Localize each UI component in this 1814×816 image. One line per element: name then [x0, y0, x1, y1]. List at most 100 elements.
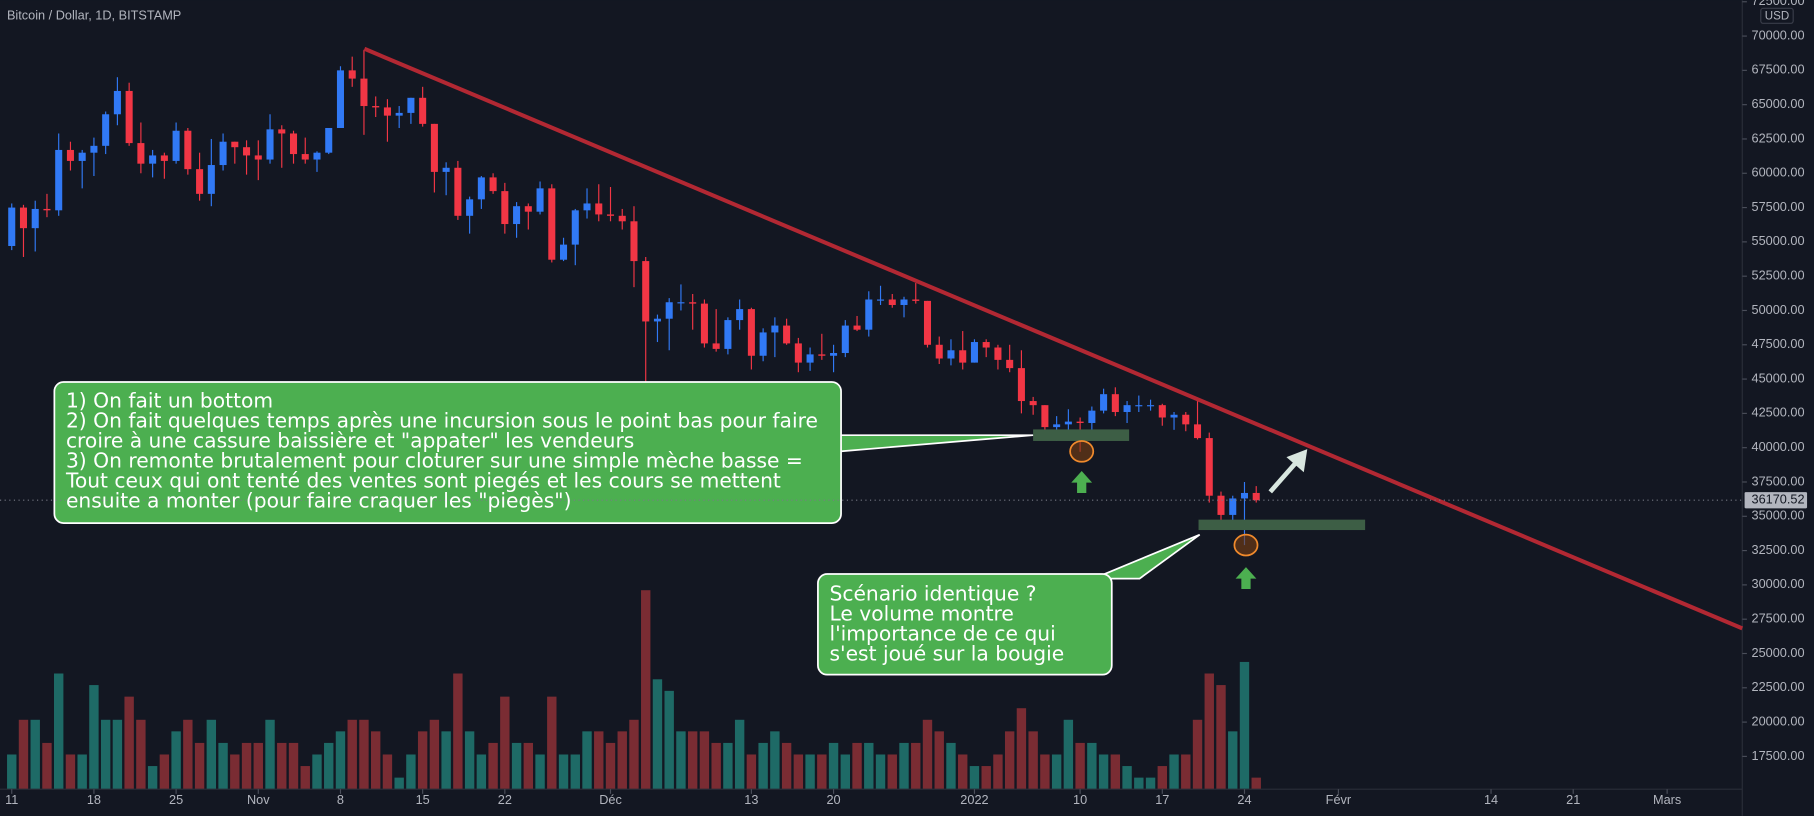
volume-bar — [1181, 754, 1191, 790]
y-tick-label: 72500.00 — [1752, 0, 1805, 8]
volume-bar — [617, 731, 627, 790]
y-tick-label: 65000.00 — [1752, 96, 1805, 111]
candle-body — [818, 354, 826, 356]
x-tick-label: Déc — [599, 792, 622, 807]
candle-body — [536, 188, 544, 212]
candle-body — [653, 318, 661, 322]
annotation-text: Tout ceux qui ont tenté des ventes sont … — [65, 468, 781, 492]
candle-body — [477, 177, 485, 200]
candle-body — [8, 207, 16, 246]
candle-body — [1240, 492, 1249, 499]
candle-body — [1147, 405, 1155, 407]
x-tick-label: 8 — [337, 792, 344, 807]
volume-bar — [1040, 754, 1050, 790]
x-tick-label: 20 — [826, 792, 840, 807]
volume-bar — [699, 731, 710, 790]
arrow-head — [1286, 449, 1308, 473]
candle-body — [1252, 492, 1260, 501]
volume-bar — [1051, 754, 1062, 790]
candle-body — [970, 342, 978, 363]
currency: USD — [1765, 10, 1789, 22]
y-tick-label: 67500.00 — [1752, 62, 1805, 77]
zone — [1033, 429, 1130, 441]
volume-bar — [711, 742, 721, 790]
candle-body — [1205, 438, 1213, 496]
y-tick-label: 35000.00 — [1752, 508, 1805, 523]
volume-bar — [77, 754, 87, 790]
x-tick-label: 11 — [5, 792, 18, 807]
volume-bar — [770, 731, 780, 790]
y-tick-label: 45000.00 — [1752, 370, 1805, 385]
candle-body — [219, 141, 227, 166]
candle-body — [994, 347, 1002, 360]
x-tick-label: 10 — [1073, 792, 1087, 807]
volume-bar — [1122, 766, 1132, 790]
volume-bar — [805, 754, 815, 790]
candle-body — [794, 343, 802, 363]
candle-body — [278, 129, 286, 134]
arrow-shaft — [1268, 461, 1298, 494]
volume-bar — [394, 777, 404, 790]
volume-bar — [206, 719, 217, 790]
volume-bar — [922, 719, 933, 790]
volume-bar — [359, 719, 369, 790]
candle-body — [78, 152, 86, 161]
candle-body — [783, 325, 791, 344]
volume-bar — [241, 742, 252, 790]
candle-body — [31, 208, 39, 229]
candle-body — [1217, 495, 1225, 515]
volume-bar — [864, 742, 874, 790]
y-tick-label: 27500.00 — [1752, 611, 1805, 626]
volume-bar — [218, 742, 228, 790]
volume-bar — [18, 719, 29, 790]
candle-body — [454, 167, 462, 216]
candle-body — [841, 325, 849, 354]
candle-body — [595, 203, 603, 215]
volume-bar — [793, 754, 804, 790]
volume-bar — [1075, 742, 1085, 790]
last-price-label: 36170.52 — [1752, 492, 1805, 507]
volume-bar — [335, 731, 346, 790]
candle-body — [184, 130, 192, 170]
volume-bar — [981, 766, 991, 790]
y-tick-label: 32500.00 — [1752, 542, 1805, 557]
volume-bar — [547, 696, 557, 790]
volume-bar — [687, 731, 698, 790]
x-tick-label: 21 — [1566, 792, 1580, 807]
annotation-text: l'importance de ce qui — [829, 622, 1055, 646]
candle-body — [865, 299, 873, 330]
volume-bar — [124, 696, 134, 790]
volume-bar — [652, 679, 663, 790]
volume-bar — [382, 754, 393, 790]
annotation-text: croire à une cassure baissière et "appat… — [66, 428, 634, 452]
candle-body — [395, 112, 403, 116]
volume-bar — [934, 731, 944, 790]
candle-body — [1111, 394, 1119, 413]
annotation-text: Le volume montre — [829, 602, 1013, 626]
volume-bar — [417, 731, 428, 790]
candle-body — [747, 309, 755, 356]
candle-body — [466, 199, 474, 216]
volume-bar — [441, 731, 451, 790]
volume-bar — [429, 719, 440, 790]
volume-bar — [183, 719, 193, 790]
candle-body — [618, 215, 626, 222]
candle-body — [700, 303, 708, 344]
y-tick-label: 70000.00 — [1752, 27, 1805, 42]
volume-layer — [7, 590, 1261, 790]
volume-bar — [265, 719, 275, 790]
candle-body — [923, 300, 932, 345]
volume-bar — [89, 685, 99, 790]
volume-bar — [594, 731, 604, 790]
candle-body — [877, 299, 885, 301]
x-tick-label: 25 — [169, 792, 183, 807]
volume-bar — [488, 742, 498, 790]
y-tick-label: 37500.00 — [1752, 473, 1805, 488]
volume-bar — [758, 742, 768, 790]
candle-body — [243, 147, 251, 156]
candle-body — [407, 97, 415, 113]
candle-body — [806, 354, 814, 363]
candle-body — [1029, 401, 1037, 406]
